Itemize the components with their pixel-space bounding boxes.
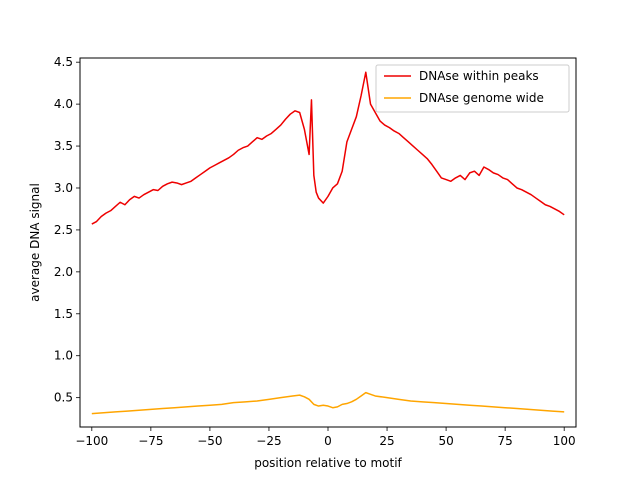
series-line-0: [91, 71, 565, 225]
x-tick-label: −100: [75, 434, 108, 448]
y-axis-label: average DNA signal: [28, 183, 42, 302]
x-tick-label: 0: [324, 434, 332, 448]
legend-label-1: DNAse genome wide: [419, 91, 544, 105]
x-tick-label: −25: [256, 434, 281, 448]
y-tick-label: 3.0: [54, 181, 73, 195]
y-tick-label: 2.5: [54, 223, 73, 237]
y-tick-label: 4.5: [54, 55, 73, 69]
x-tick-label: −50: [197, 434, 222, 448]
y-tick-label: 0.5: [54, 391, 73, 405]
plot-area: [80, 58, 576, 427]
y-tick-label: 4.0: [54, 97, 73, 111]
x-axis-label: position relative to motif: [254, 456, 402, 470]
x-tick-label: 100: [553, 434, 576, 448]
legend: DNAse within peaks DNAse genome wide: [375, 64, 570, 113]
series-layer: [91, 71, 565, 415]
y-tick-label: 1.0: [54, 349, 73, 363]
x-tick-label: −75: [138, 434, 163, 448]
series-line-1: [91, 391, 565, 415]
y-axis: 0.5 1.0 1.5 2.0 2.5 3.0 3.5 4.0 4.5: [54, 55, 80, 405]
x-tick-label: 25: [379, 434, 394, 448]
x-tick-label: 75: [498, 434, 513, 448]
y-tick-label: 2.0: [54, 265, 73, 279]
y-tick-label: 1.5: [54, 307, 73, 321]
y-tick-label: 3.5: [54, 139, 73, 153]
legend-box: [375, 64, 570, 113]
legend-label-0: DNAse within peaks: [419, 69, 539, 83]
x-tick-label: 50: [438, 434, 453, 448]
x-axis: −100 −75 −50 −25 0 25 50 75 100: [75, 427, 576, 448]
